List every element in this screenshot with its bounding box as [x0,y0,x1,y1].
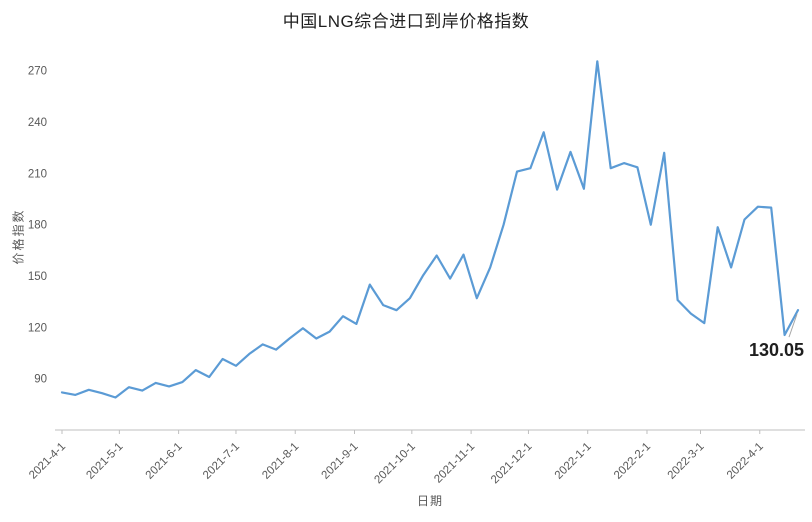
x-tick-label: 2021-12-1 [489,441,535,487]
x-axis-title: 日期 [416,494,443,508]
y-axis-title: 价格指数 [11,208,26,265]
x-tick-label: 2021-10-1 [372,441,418,487]
x-tick-label: 2022-2-1 [612,441,653,482]
y-tick-label: 150 [28,271,47,283]
y-tick-label: 180 [28,220,47,232]
x-tick-label: 2021-11-1 [432,441,477,486]
x-tick-label: 2022-3-1 [666,441,707,482]
x-tick-label: 2021-9-1 [320,441,361,482]
x-tick-label: 2021-8-1 [260,441,301,482]
y-tick-label: 90 [34,374,47,386]
x-tick-label: 2021-6-1 [144,441,185,482]
x-tick-label: 2021-7-1 [201,441,242,482]
price-line [60,60,800,399]
chart-title: 中国LNG综合进口到岸价格指数 [282,12,530,31]
data-label-leader-line [788,313,798,338]
x-tick-label: 2022-1-1 [553,441,594,482]
y-tick-label: 270 [28,66,47,78]
x-tick-label: 2022-4-1 [725,441,766,482]
y-tick-label: 120 [28,322,47,334]
last-point-data-label: 130.05 [749,340,804,360]
x-tick-label: 2021-4-1 [27,441,68,482]
y-tick-label: 210 [28,168,47,180]
x-tick-label: 2021-5-1 [84,441,125,482]
y-tick-label: 240 [28,117,47,129]
